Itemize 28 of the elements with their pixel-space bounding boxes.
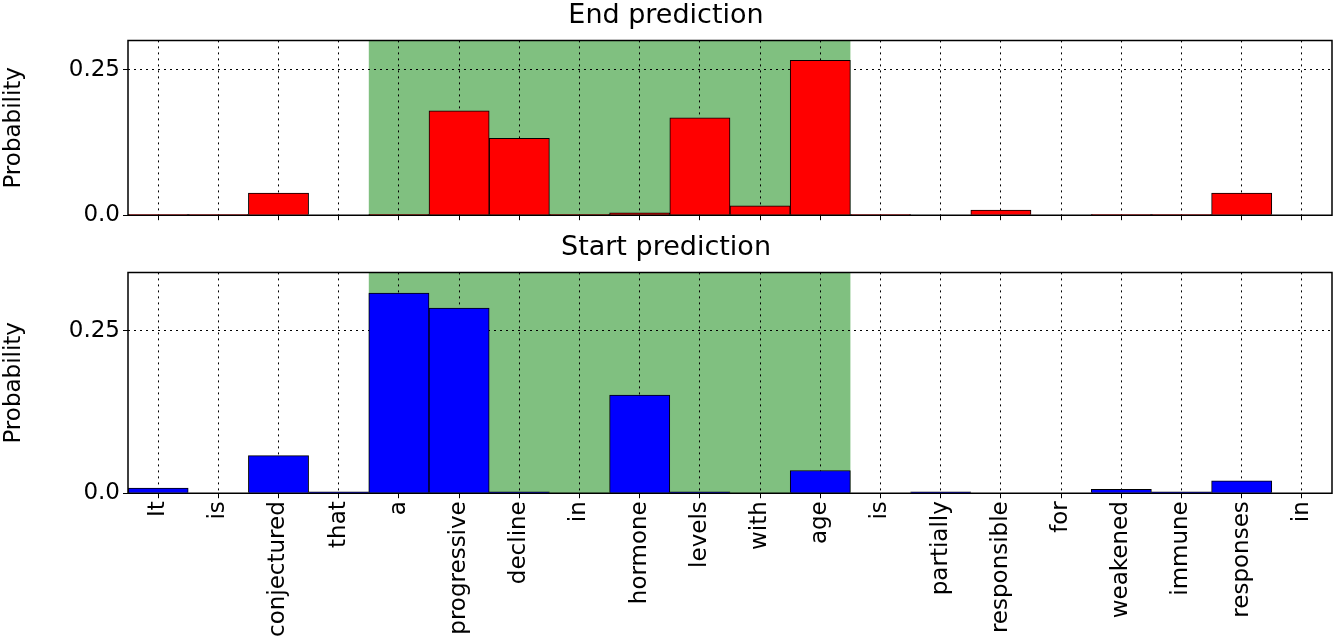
x-tick-label: for [1046, 500, 1073, 533]
chart-title: End prediction [568, 0, 764, 30]
x-tick-label: responses [1226, 501, 1253, 618]
x-tick-label: weakened [1106, 501, 1133, 619]
x-tick-label: conjectured [263, 501, 290, 637]
x-tick-label: progressive [444, 501, 471, 635]
x-tick-label: age [805, 501, 832, 545]
y-tick-label: 0.0 [83, 200, 120, 227]
x-tick-label: responsible [985, 501, 1012, 634]
x-tick-label: that [323, 501, 350, 548]
x-tick-label: immune [1166, 501, 1193, 596]
x-tick-label: It [143, 501, 170, 518]
y-tick-label: 0.25 [68, 54, 120, 81]
chart-title: Start prediction [560, 230, 772, 262]
x-tick-label: decline [504, 501, 531, 585]
x-tick-label: hormone [624, 501, 651, 605]
y-tick-label: 0.25 [68, 315, 120, 342]
x-tick-label: a [383, 501, 410, 516]
x-tick-label: levels [684, 501, 711, 568]
x-tick-label: in [564, 501, 591, 523]
y-tick-label: 0.0 [83, 478, 120, 505]
y-axis-title: Probability [0, 67, 25, 189]
y-axis-title: Probability [0, 322, 25, 444]
x-tick-label: in [1286, 501, 1313, 523]
x-tick-label: with [745, 501, 772, 551]
x-tick-label: is [865, 501, 892, 520]
x-tick-label: partially [925, 501, 952, 596]
x-tick-label: is [203, 501, 230, 520]
